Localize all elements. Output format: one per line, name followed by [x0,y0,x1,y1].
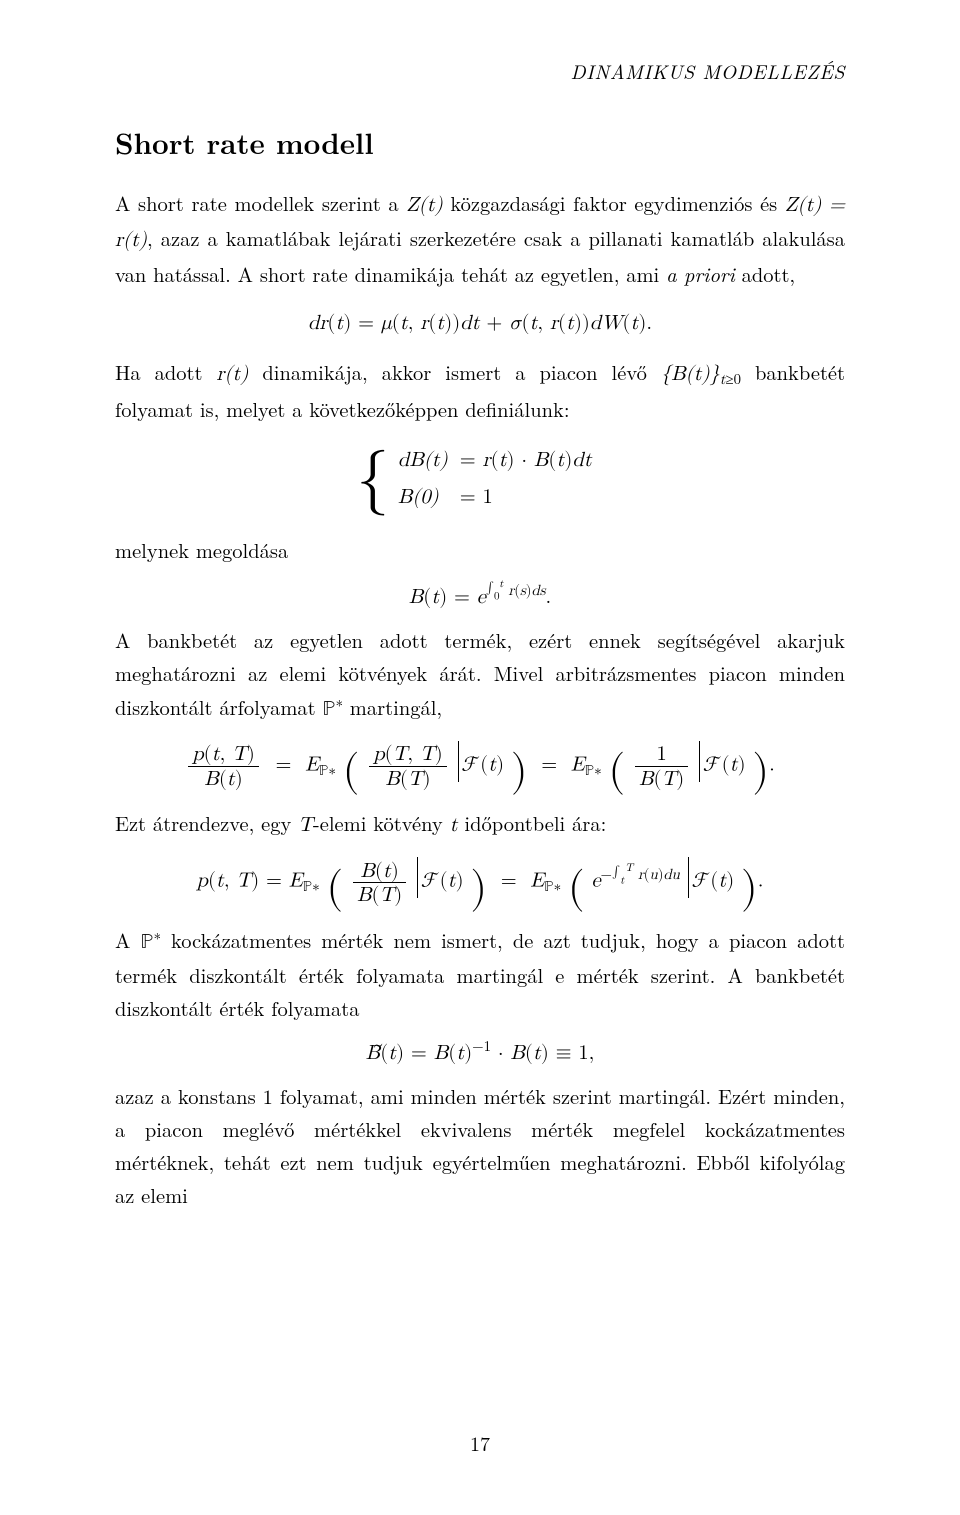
text: A bankbetét az egyetlen adott termék, ez… [115,625,845,721]
running-head: DINAMIKUS MODELLEZÉS [115,55,845,87]
text: martingál, [343,692,442,721]
paragraph-intro: A short rate modellek szerint a Z(t) köz… [115,186,845,290]
math-inline: ℙ [322,698,335,719]
math-inline: t [450,814,458,835]
page-number: 17 [0,1427,960,1459]
math-inline: Z(t) [406,194,442,215]
math: = r(t) · B(t)dt [460,449,592,470]
text: A [115,925,140,954]
equation-btilde: B̃(t) = B(t)−1 · B(t) ≡ 1, [115,1035,845,1069]
equation-dr: dr(t) = μ(t, r(t))dt + σ(t, r(t))dW(t). [115,306,845,339]
math-inline: T [298,814,313,835]
text: -elemi kötvény [313,808,450,837]
equation-cases: { dB(t) = r(t) · B(t)dt B(0) = 1 [115,441,845,517]
text: dinamikája, akkor ismert a piacon lévő [248,357,660,386]
text: Ezt átrendezve, egy [115,808,298,837]
paragraph-conclusion: azaz a konstans 1 folyamat, ami minden m… [115,1079,845,1212]
paragraph-pricing: A bankbetét az egyetlen adott termék, ez… [115,623,845,725]
section-title: Short rate modell [115,125,845,160]
text: kockázatmentes mérték nem ismert, de azt… [115,925,845,1022]
text: A short rate modellek szerint a [115,188,406,217]
equation-solution: B(t) = e∫0 t r(s)ds. [115,576,845,613]
paragraph-bankdef: Ha adott r(t) dinamikája, akkor ismert a… [115,355,845,425]
equation-expectation-2: p(t, T) = Eℙ∗ ( B(t) B(T) ℱ(t) ) = Eℙ∗ (… [115,857,845,906]
math-inline: {B(t)} [661,363,720,384]
text: adott, [735,259,795,288]
math: = 1 [460,486,493,507]
math-sub: t≥0 [720,368,741,389]
paragraph-risk-neutral: A ℙ∗ kockázatmentes mérték nem ismert, d… [115,923,845,1025]
math: B(0) [398,486,439,507]
math: dB(t) [398,449,448,470]
math-inline: ℙ [140,931,153,952]
text: Ha adott [115,357,216,386]
text: közgazdasági faktor egydimenziós és [443,188,785,217]
math-inline: r(t) [216,363,248,384]
equation-expectation-1: p(t, T) B(t) = Eℙ∗ ( p(T, T) B(T) ℱ(t) )… [115,741,845,790]
paragraph-rearranged: Ezt átrendezve, egy T-elemi kötvény t id… [115,806,845,841]
text: időpontbeli ára: [458,808,607,837]
page: DINAMIKUS MODELLEZÉS Short rate modell A… [0,0,960,1515]
text-italic: a priori [666,259,735,288]
paragraph-solution-label: melynek megoldása [115,533,845,566]
